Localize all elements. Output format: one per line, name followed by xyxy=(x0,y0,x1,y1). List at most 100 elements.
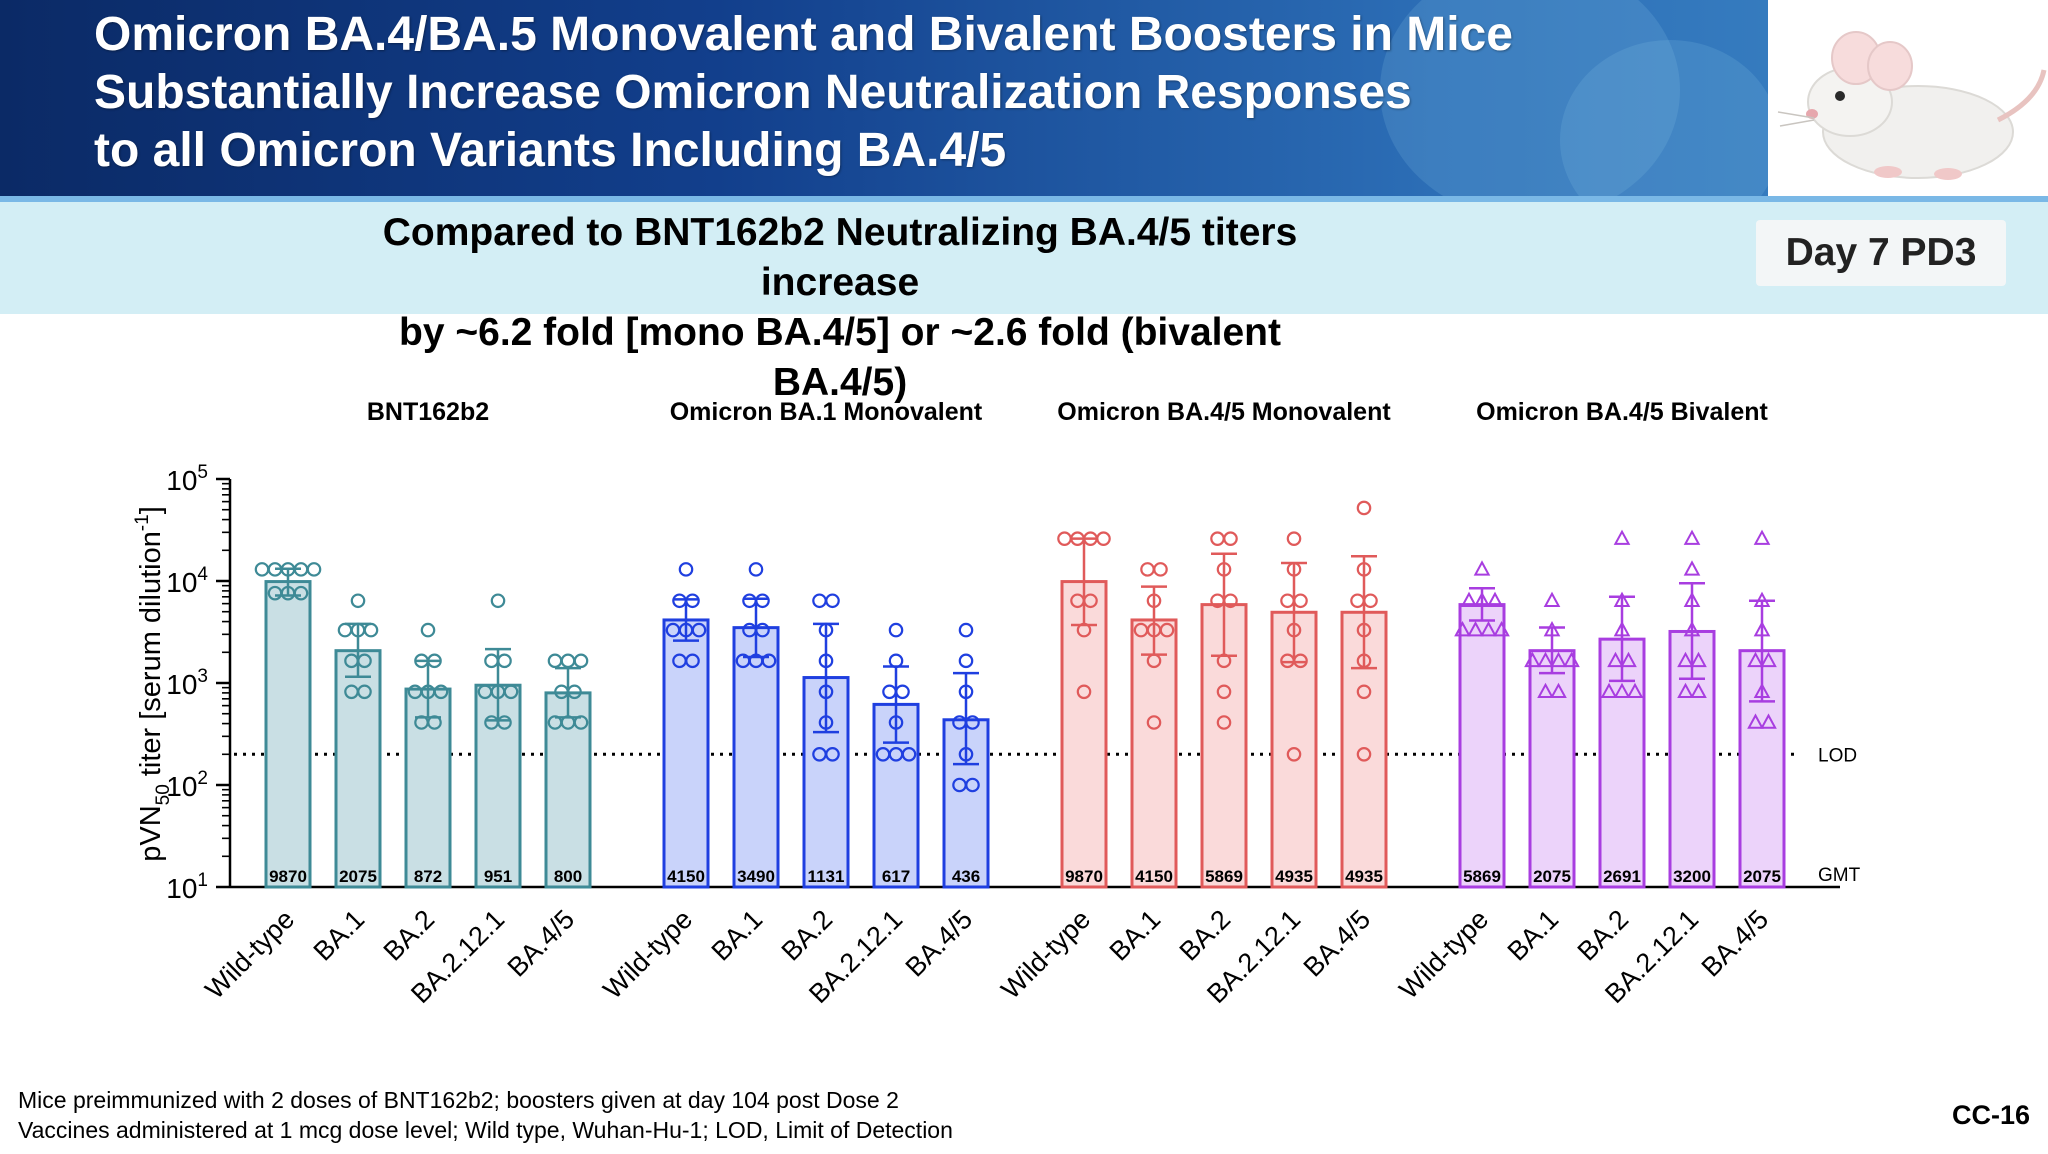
lod-label: LOD xyxy=(1818,745,1857,766)
subtitle-line-2: by ~6.2 fold [mono BA.4/5] or ~2.6 fold … xyxy=(399,311,1281,404)
data-point xyxy=(1140,562,1155,577)
data-point xyxy=(1607,651,1624,668)
data-point xyxy=(1146,653,1162,669)
bar xyxy=(544,691,592,889)
gmt-value-label: 2075 xyxy=(1533,867,1571,886)
data-point xyxy=(818,622,834,638)
category-label: BA.4/5 xyxy=(502,904,581,983)
gmt-value-label: 9870 xyxy=(1065,867,1103,886)
gmt-value-label: 436 xyxy=(952,867,980,886)
data-point xyxy=(1613,529,1631,545)
data-point xyxy=(825,746,840,762)
group-4: Omicron BA.4/5 Bivalent 5869 Wild-type 2075… xyxy=(1393,398,1786,1009)
data-point xyxy=(1613,591,1631,608)
data-point xyxy=(888,715,904,730)
y-tick-label: 103 xyxy=(166,666,208,700)
title-line-2: Substantially Increase Omicron Neutraliz… xyxy=(94,66,1412,119)
y-tick-label: 102 xyxy=(166,768,208,802)
data-point xyxy=(1747,651,1764,668)
gmt-value-label: 9870 xyxy=(269,867,307,886)
category-label: Wild-type xyxy=(1393,904,1494,1005)
data-point xyxy=(1524,651,1541,668)
group-title: BNT162b2 xyxy=(367,398,489,426)
data-point xyxy=(748,562,764,577)
title-banner: Omicron BA.4/BA.5 Monovalent and Bivalen… xyxy=(0,0,2048,196)
category-label: Wild-type xyxy=(597,904,698,1005)
bar xyxy=(334,649,382,889)
data-point xyxy=(573,715,589,730)
data-point xyxy=(958,684,974,700)
gmt-value-label: 1131 xyxy=(808,867,845,886)
data-point xyxy=(1613,682,1631,699)
data-point xyxy=(882,684,897,700)
data-point xyxy=(1286,746,1302,762)
category-label: BA.1 xyxy=(308,904,371,967)
data-point xyxy=(1356,653,1372,669)
gmt-value-label: 3490 xyxy=(737,867,775,886)
data-point xyxy=(1690,651,1707,668)
category-label: BA.2 xyxy=(1174,904,1237,967)
gmt-value-label: 4935 xyxy=(1275,867,1313,886)
data-point xyxy=(1216,684,1232,700)
category-label: BA.2 xyxy=(378,904,441,967)
data-point xyxy=(484,653,499,669)
bar xyxy=(1528,649,1576,889)
data-point xyxy=(1356,562,1372,577)
data-point xyxy=(1620,651,1637,668)
data-point xyxy=(1146,593,1162,609)
data-point xyxy=(1363,593,1378,609)
data-point xyxy=(357,653,372,669)
data-point xyxy=(1550,682,1567,699)
data-point xyxy=(1473,591,1491,608)
data-point xyxy=(1473,560,1491,576)
gmt-value-label: 2075 xyxy=(1743,867,1781,886)
group-1: BNT162b2 9870 Wild-type 2075 BA.1 872 BA.2 951 B… xyxy=(199,398,592,1009)
bar xyxy=(264,580,312,889)
category-label: BA.4/5 xyxy=(1696,904,1775,983)
gmt-value-label: 4935 xyxy=(1345,867,1383,886)
data-point xyxy=(1356,684,1372,700)
data-point xyxy=(1753,682,1771,699)
data-point xyxy=(1286,562,1302,577)
category-label: BA.2 xyxy=(776,904,839,967)
data-point xyxy=(433,684,449,700)
data-point xyxy=(1216,715,1232,730)
data-point xyxy=(1690,682,1707,699)
data-point xyxy=(1563,651,1580,668)
data-point xyxy=(755,622,770,638)
gmt-value-label: 800 xyxy=(554,867,582,886)
data-point xyxy=(1613,621,1631,637)
data-point xyxy=(958,746,974,762)
data-point xyxy=(503,684,519,700)
category-label: Wild-type xyxy=(199,904,300,1005)
data-point xyxy=(1096,531,1111,546)
data-point xyxy=(1216,562,1232,577)
gmt-value-label: 3200 xyxy=(1673,867,1711,886)
data-point xyxy=(825,593,840,609)
category-label: BA.2 xyxy=(1572,904,1635,967)
data-point xyxy=(560,653,576,669)
data-point xyxy=(573,653,589,669)
data-point xyxy=(1293,653,1308,669)
gmt-value-label: 872 xyxy=(414,867,442,886)
gmt-axis-label: GMT xyxy=(1818,865,1861,886)
data-point xyxy=(755,593,770,609)
data-point xyxy=(901,746,917,762)
data-point xyxy=(1486,591,1504,608)
data-point xyxy=(1537,651,1554,668)
data-point xyxy=(761,653,777,669)
category-label: BA.1 xyxy=(706,904,769,967)
bar xyxy=(404,687,452,889)
data-point xyxy=(1760,651,1777,668)
data-point xyxy=(1677,682,1694,699)
data-point xyxy=(958,622,974,638)
data-point xyxy=(1626,682,1644,699)
category-label: Wild-type xyxy=(995,904,1096,1005)
category-label: BA.4/5 xyxy=(900,904,979,983)
y-axis-label: pVN50 titer [serum dilution-1] xyxy=(132,506,174,862)
data-point xyxy=(1216,653,1232,669)
data-point xyxy=(1286,622,1302,638)
category-label: BA.1 xyxy=(1502,904,1565,967)
data-point xyxy=(497,715,512,730)
subtitle: Compared to BNT162b2 Neutralizing BA.4/5… xyxy=(380,208,1300,408)
